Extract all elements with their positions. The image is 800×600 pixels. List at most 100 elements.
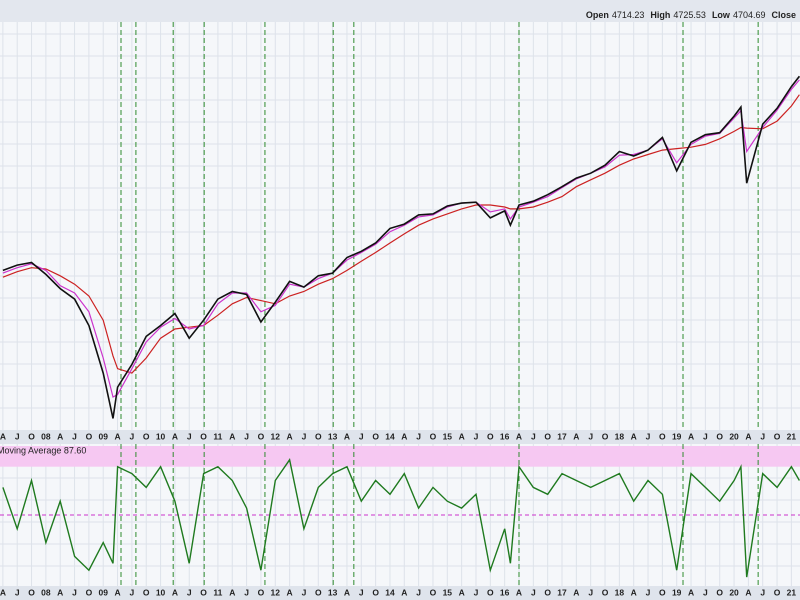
x-tick-label: J <box>15 587 20 597</box>
x-tick-label: J <box>359 431 364 441</box>
x-tick-label: A <box>344 587 350 597</box>
x-tick-label: 09 <box>98 587 108 597</box>
x-tick-label: A <box>631 587 637 597</box>
x-tick-label: A <box>459 431 465 441</box>
x-tick-label: 12 <box>271 431 281 441</box>
ohlc-label: Open <box>586 10 609 20</box>
x-tick-label: 12 <box>271 587 281 597</box>
x-tick-label: A <box>745 587 751 597</box>
x-tick-label: A <box>688 431 694 441</box>
x-tick-label: A <box>172 431 178 441</box>
x-tick-label: O <box>487 431 494 441</box>
x-tick-label: J <box>72 587 77 597</box>
x-tick-label: J <box>588 587 593 597</box>
x-tick-label: O <box>430 587 437 597</box>
x-tick-label: A <box>57 431 63 441</box>
x-tick-label: O <box>28 431 35 441</box>
x-tick-label: J <box>359 587 364 597</box>
x-tick-label: 11 <box>213 587 222 597</box>
x-axis-band <box>0 586 800 600</box>
x-tick-label: J <box>15 431 20 441</box>
x-tick-label: O <box>258 431 265 441</box>
x-tick-label: J <box>244 587 249 597</box>
x-tick-label: J <box>302 431 307 441</box>
x-tick-label: O <box>774 431 781 441</box>
x-tick-label: 08 <box>41 587 51 597</box>
x-tick-label: O <box>774 587 781 597</box>
x-tick-label: O <box>716 431 723 441</box>
ohlc-readout: Open 4714.23 High 4725.53 Low 4704.69 Close <box>586 10 796 20</box>
x-tick-label: O <box>28 587 35 597</box>
x-tick-label: 20 <box>729 587 739 597</box>
x-tick-label: 10 <box>156 587 166 597</box>
x-tick-label: J <box>646 587 651 597</box>
x-tick-label: 14 <box>385 587 395 597</box>
x-tick-label: J <box>760 587 765 597</box>
x-tick-label: O <box>372 431 379 441</box>
x-tick-label: 17 <box>557 587 567 597</box>
x-tick-label: J <box>130 431 135 441</box>
x-tick-label: A <box>114 587 120 597</box>
ohlc-label: Close <box>771 10 796 20</box>
x-tick-label: O <box>372 587 379 597</box>
indicator-band <box>0 446 800 467</box>
x-tick-label: J <box>703 431 708 441</box>
x-tick-label: O <box>86 431 93 441</box>
x-tick-label: 16 <box>500 587 510 597</box>
x-tick-label: 21 <box>787 431 797 441</box>
x-tick-label: 11 <box>213 431 222 441</box>
x-tick-label: A <box>229 431 235 441</box>
ohlc-label: Low <box>712 10 731 20</box>
ohlc-value: 4704.69 <box>733 10 766 20</box>
x-tick-label: A <box>459 587 465 597</box>
x-tick-label: 21 <box>787 587 797 597</box>
x-tick-label: J <box>187 431 192 441</box>
x-tick-label: O <box>315 587 322 597</box>
x-axis-band <box>0 430 800 444</box>
x-tick-label: A <box>57 587 63 597</box>
x-tick-label: O <box>659 587 666 597</box>
x-tick-label: J <box>244 431 249 441</box>
header-bar <box>0 0 800 22</box>
ohlc-label: High <box>650 10 670 20</box>
x-tick-label: J <box>187 587 192 597</box>
price-line <box>2 79 800 398</box>
x-tick-label: 18 <box>615 431 625 441</box>
x-tick-label: O <box>602 587 609 597</box>
x-tick-label: A <box>401 587 407 597</box>
indicator-line <box>2 458 800 578</box>
ohlc-value: 4725.53 <box>673 10 706 20</box>
x-tick-label: 15 <box>443 431 453 441</box>
x-tick-label: 19 <box>672 431 682 441</box>
x-tick-label: J <box>302 587 307 597</box>
indicator-label: Moving Average 87.60 <box>0 445 86 455</box>
x-tick-label: O <box>602 431 609 441</box>
price-line <box>2 75 800 419</box>
x-tick-label: A <box>172 587 178 597</box>
x-tick-label: A <box>0 431 6 441</box>
x-tick-label: A <box>287 431 293 441</box>
x-tick-label: J <box>474 587 479 597</box>
x-tick-label: J <box>72 431 77 441</box>
x-tick-label: 10 <box>156 431 166 441</box>
x-tick-label: A <box>516 431 522 441</box>
x-tick-label: A <box>516 587 522 597</box>
ohlc-value: 4714.23 <box>612 10 645 20</box>
x-tick-label: 18 <box>615 587 625 597</box>
x-tick-label: 09 <box>98 431 108 441</box>
x-tick-label: O <box>258 587 265 597</box>
x-tick-label: J <box>416 587 421 597</box>
x-tick-label: A <box>688 587 694 597</box>
x-tick-label: J <box>474 431 479 441</box>
x-tick-label: 13 <box>328 587 338 597</box>
x-tick-label: J <box>531 587 536 597</box>
x-tick-label: J <box>531 431 536 441</box>
grid <box>0 22 800 586</box>
x-tick-label: J <box>760 431 765 441</box>
x-tick-label: 16 <box>500 431 510 441</box>
x-tick-label: J <box>588 431 593 441</box>
x-tick-label: 19 <box>672 587 682 597</box>
x-tick-label: A <box>631 431 637 441</box>
